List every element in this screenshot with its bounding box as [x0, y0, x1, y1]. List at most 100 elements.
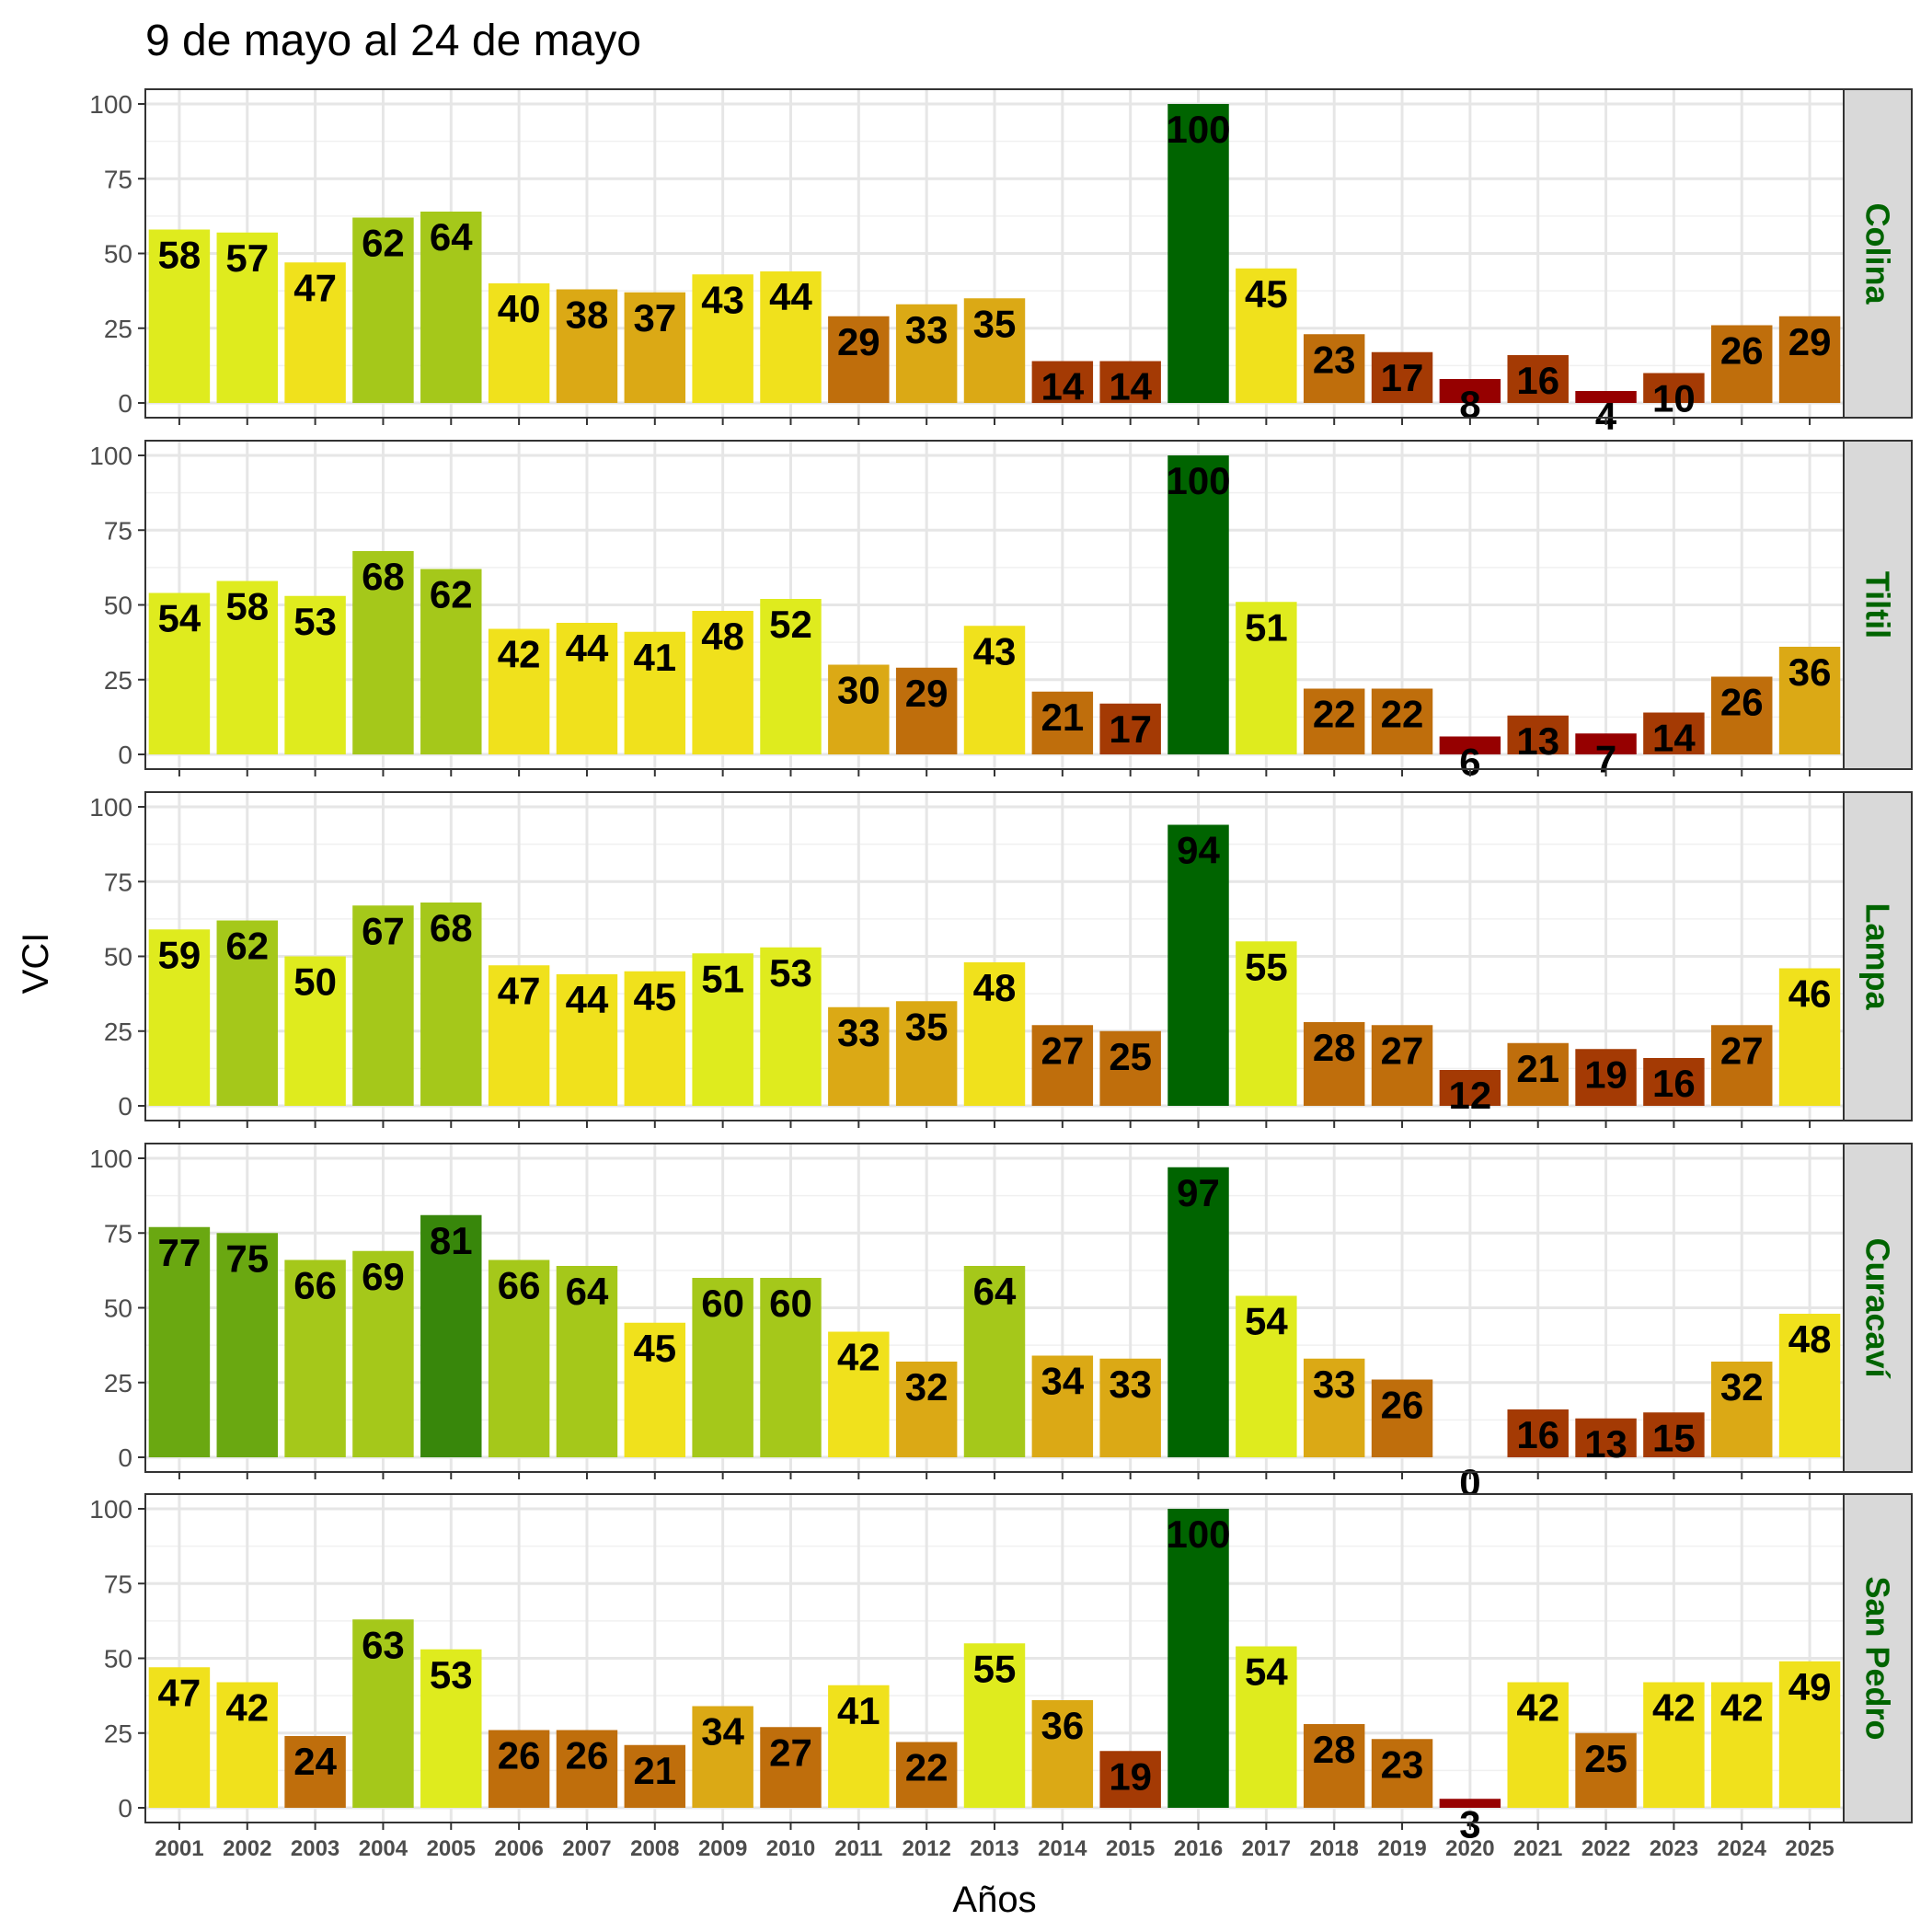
bar [1778, 1661, 1841, 1808]
bar-value-label: 36 [1041, 1704, 1084, 1747]
bar [1099, 361, 1161, 403]
bar [828, 316, 890, 403]
bar-value-label: 25 [1109, 1035, 1152, 1078]
bar [1371, 1379, 1433, 1457]
bar [1167, 824, 1229, 1106]
bar [963, 626, 1026, 754]
bar [556, 1730, 618, 1808]
bar-value-label: 45 [633, 975, 676, 1018]
y-tick-label: 100 [89, 1495, 132, 1524]
bar-value-label: 42 [1516, 1686, 1559, 1730]
bar-value-label: 100 [1166, 459, 1230, 502]
bar-value-label: 26 [1720, 681, 1764, 724]
bar-value-label: 33 [1313, 1363, 1356, 1406]
bar [624, 1322, 686, 1457]
bar [1643, 373, 1705, 403]
bar [284, 595, 346, 754]
bar [963, 962, 1026, 1106]
bar-value-label: 47 [293, 266, 337, 309]
bar [1236, 268, 1297, 403]
bar-value-label: 64 [430, 215, 473, 259]
bar [828, 664, 890, 754]
bar [148, 1226, 211, 1457]
bar-value-label: 14 [1109, 365, 1152, 408]
bar [760, 1278, 822, 1457]
facet-strip [1843, 791, 1913, 1121]
y-tick-label: 50 [104, 1645, 132, 1673]
y-tick-label: 75 [104, 165, 132, 193]
facet-panel: 77 75 66 69 81 66 64 45 60 60 42 32 64 34 33 97 54 33 26 0 1… [89, 1143, 1913, 1504]
bar-value-label: 44 [566, 978, 609, 1021]
bar-value-label: 42 [225, 1686, 269, 1730]
bar-value-label: 53 [430, 1653, 473, 1696]
facet-panel: 54 58 53 68 62 42 44 41 48 52 30 29 43 21 17 100 51 22 22 6… [89, 440, 1913, 784]
bar [488, 283, 550, 403]
bar [1303, 1358, 1365, 1457]
y-tick-label: 25 [104, 1719, 132, 1748]
bar [284, 956, 346, 1106]
bar-value-label: 58 [158, 234, 201, 277]
bar [420, 1649, 482, 1808]
bar-value-label: 52 [769, 603, 812, 646]
bar [1575, 733, 1637, 754]
bar [1507, 1409, 1569, 1457]
bar-value-label: 13 [1584, 1422, 1627, 1466]
bar [216, 581, 278, 754]
bar [488, 965, 550, 1106]
bar-value-label: 13 [1516, 719, 1559, 763]
bar [1507, 1042, 1569, 1106]
bar [828, 1006, 890, 1106]
bar [352, 217, 414, 403]
bar-value-label: 36 [1788, 650, 1832, 694]
bar-value-label: 22 [1381, 693, 1424, 736]
bar-value-label: 19 [1584, 1052, 1627, 1096]
y-tick-label: 100 [89, 442, 132, 470]
bar [1371, 1739, 1433, 1808]
bar-value-label: 42 [1652, 1686, 1696, 1730]
bar [1031, 361, 1094, 403]
bar [1236, 941, 1297, 1106]
bar-value-label: 8 [1459, 383, 1480, 426]
bar [1303, 1724, 1365, 1808]
bar [1099, 1751, 1161, 1808]
facet-panel: 59 62 50 67 68 47 44 45 51 53 33 35 48 27 25 94 55 28 27 12… [89, 791, 1913, 1128]
bar-value-label: 57 [225, 236, 269, 280]
bar-value-label: 14 [1652, 717, 1696, 760]
x-tick-label: 2004 [359, 1836, 408, 1861]
bar-value-label: 30 [837, 669, 880, 712]
bar-value-label: 6 [1459, 741, 1480, 784]
bar-value-label: 28 [1313, 1728, 1356, 1771]
bar [963, 1643, 1026, 1808]
bar [1236, 1295, 1297, 1457]
facet-strip-label: Curacaví [1859, 1237, 1897, 1378]
bar-value-label: 46 [1788, 972, 1832, 1016]
bar-value-label: 51 [1245, 605, 1288, 649]
bar-value-label: 23 [1381, 1742, 1424, 1786]
bar [624, 292, 686, 403]
bar [1778, 316, 1841, 403]
x-tick-label: 2011 [834, 1836, 882, 1861]
bar [556, 623, 618, 754]
x-tick-label: 2012 [902, 1836, 950, 1861]
y-tick-label: 75 [104, 1219, 132, 1248]
bar-value-label: 48 [701, 615, 744, 658]
bar [1778, 647, 1841, 754]
bar [420, 1214, 482, 1457]
bar [1711, 1025, 1773, 1106]
bar [1236, 602, 1297, 754]
bar [1167, 455, 1229, 754]
bar [1371, 688, 1433, 754]
bar [352, 551, 414, 754]
bar-value-label: 23 [1313, 338, 1356, 381]
bar [216, 1682, 278, 1808]
bar-value-label: 94 [1177, 829, 1220, 872]
bar-value-label: 42 [498, 633, 541, 676]
bar-value-label: 32 [905, 1365, 949, 1409]
bar-value-label: 22 [905, 1746, 949, 1789]
bar [1711, 676, 1773, 754]
bar-value-label: 25 [1584, 1737, 1627, 1780]
bar-value-label: 48 [1788, 1317, 1832, 1361]
bar-value-label: 29 [837, 320, 880, 363]
x-tick-label: 2001 [155, 1836, 203, 1861]
